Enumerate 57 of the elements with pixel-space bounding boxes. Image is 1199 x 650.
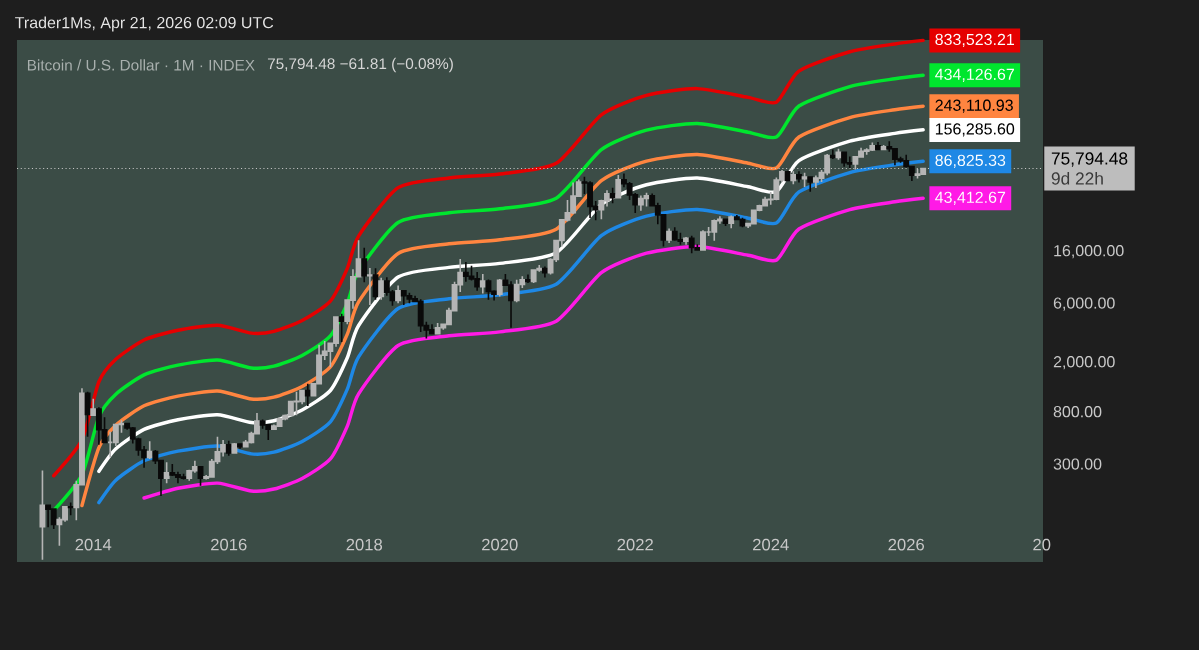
- candlestick: [801, 171, 808, 188]
- y-tick-label: 6,000.00: [1053, 297, 1115, 311]
- x-tick-label: 2018: [346, 538, 383, 551]
- candlestick: [225, 439, 232, 457]
- candlestick: [609, 186, 616, 204]
- line-series: [142, 196, 925, 500]
- y-tick-label: 2,000.00: [1053, 356, 1115, 370]
- data-label: 434,126.67: [935, 68, 1014, 82]
- data-label: 833,523.21: [935, 33, 1014, 48]
- candlestick: [395, 284, 402, 304]
- data-label: 156,285.60: [935, 123, 1015, 137]
- data-label: 243,110.93: [935, 99, 1013, 113]
- candlestick: [683, 236, 690, 246]
- candlestick: [304, 382, 311, 407]
- y-tick-label: 300.00: [1053, 458, 1102, 470]
- line-series: [97, 128, 925, 474]
- x-tick-label: 2014: [75, 538, 112, 551]
- candlestick: [479, 273, 486, 295]
- candlestick: [378, 277, 385, 301]
- candlestick: [807, 175, 814, 193]
- candlestick: [366, 267, 373, 306]
- candlestick: [84, 391, 91, 438]
- candlestick: [146, 440, 153, 460]
- candlestick: [841, 151, 848, 168]
- candlestick: [338, 312, 345, 343]
- candlestick: [875, 141, 881, 151]
- candlestick: [67, 501, 74, 517]
- candlestick: [728, 214, 735, 229]
- candlestick: [163, 461, 170, 484]
- y-tick-label: 16,000.00: [1054, 245, 1124, 259]
- line-series: [97, 159, 925, 505]
- candlestick: [790, 170, 797, 185]
- candlestick: [237, 442, 244, 450]
- candlestick: [39, 469, 46, 561]
- text: 75,794.48 −61.81 (−0.08%): [267, 57, 453, 73]
- x-tick-label: 2020: [482, 538, 518, 551]
- data-label: 86,825.33: [935, 154, 1006, 168]
- x-tick-label: 2026: [888, 538, 925, 551]
- candlestick: [525, 273, 531, 284]
- candlestick: [361, 246, 368, 284]
- candlestick: [541, 265, 548, 279]
- x-tick-label: 2016: [211, 538, 247, 551]
- x-tick-label: 2024: [753, 538, 789, 551]
- ref-line-label: 75,794.48: [1051, 152, 1128, 167]
- candlestick: [615, 174, 622, 200]
- candlestick: [231, 442, 238, 455]
- data-label: 43,412.67: [935, 191, 1006, 205]
- text: Trader1Ms, Apr 21, 2026 02:09 UTC: [15, 16, 274, 32]
- candlestick: [90, 397, 97, 417]
- candlestick: [795, 170, 802, 184]
- x-tick-label: 2022: [617, 538, 653, 551]
- y-tick-label: 800.00: [1053, 406, 1102, 418]
- candlestick: [666, 227, 673, 244]
- text: 9d 22h: [1051, 171, 1103, 185]
- candlestick: [829, 148, 836, 160]
- x-tick-label: 20: [1033, 538, 1051, 551]
- text: Bitcoin / U.S. Dollar · 1M · INDEX: [27, 59, 255, 71]
